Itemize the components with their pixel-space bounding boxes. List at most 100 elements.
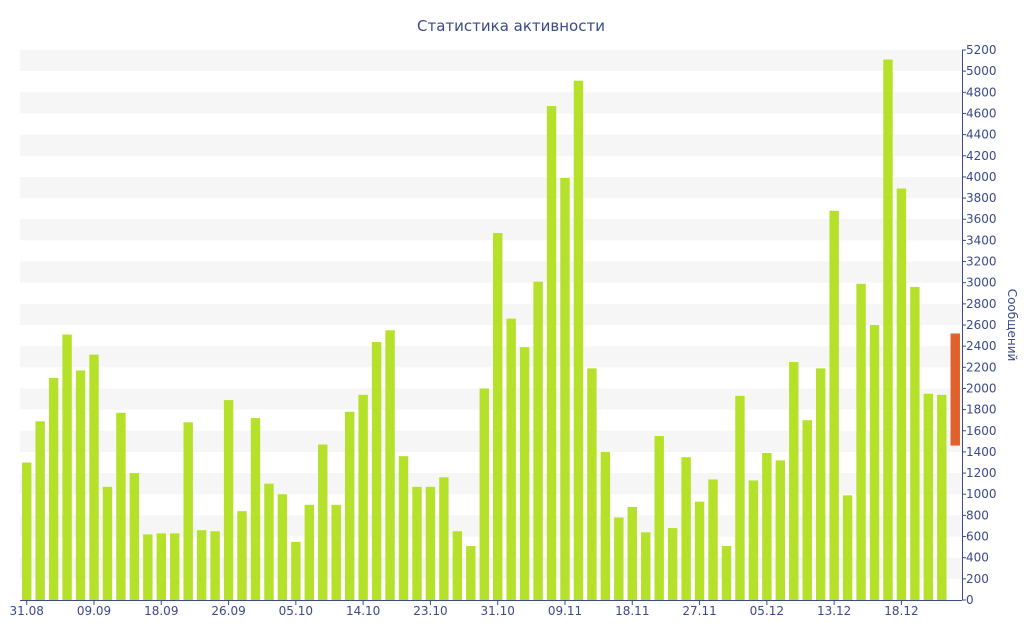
grid-bands xyxy=(20,50,962,579)
bar xyxy=(22,462,32,600)
bar xyxy=(802,420,812,600)
x-tick-label: 09.09 xyxy=(77,604,111,618)
bar xyxy=(277,494,288,600)
bar xyxy=(506,318,516,600)
bar xyxy=(654,436,664,600)
bar xyxy=(62,334,72,600)
bar xyxy=(371,341,382,600)
bar xyxy=(196,530,207,600)
bar xyxy=(815,368,826,600)
bar xyxy=(479,388,489,600)
bar xyxy=(385,330,395,600)
bar xyxy=(641,532,651,600)
x-tick-label: 18.11 xyxy=(615,604,649,618)
x-tick-label: 27.11 xyxy=(682,604,716,618)
bar xyxy=(318,444,328,600)
bar xyxy=(183,422,193,600)
bar xyxy=(129,473,140,600)
bar xyxy=(721,546,732,600)
y-tick-label: 4000 xyxy=(966,170,997,184)
x-tick-label: 05.12 xyxy=(750,604,784,618)
y-tick-label: 2200 xyxy=(966,360,997,374)
bar xyxy=(627,506,637,600)
y-tick-label: 3000 xyxy=(966,276,997,290)
bar xyxy=(493,232,503,600)
bar xyxy=(573,80,584,600)
bar xyxy=(466,546,476,600)
bar xyxy=(170,533,180,600)
x-tick-label: 18.12 xyxy=(884,604,918,618)
bar xyxy=(35,421,45,600)
bar xyxy=(896,188,907,601)
bar xyxy=(937,394,947,600)
bar xyxy=(910,286,920,600)
bar xyxy=(775,460,786,600)
bar xyxy=(223,400,234,600)
bar xyxy=(829,210,839,600)
bar xyxy=(425,486,436,600)
bars xyxy=(22,59,947,601)
y-tick-label: 1400 xyxy=(966,445,997,459)
bar xyxy=(237,511,247,600)
x-tick-label: 26.09 xyxy=(211,604,245,618)
bar xyxy=(748,480,759,600)
y-tick-label: 3400 xyxy=(966,233,997,247)
y-tick-label: 1800 xyxy=(966,403,997,417)
bar xyxy=(519,347,530,600)
bar xyxy=(789,362,799,600)
y-tick-label: 400 xyxy=(966,551,989,565)
bar xyxy=(250,418,261,600)
y-tick-label: 4600 xyxy=(966,106,997,120)
bar xyxy=(412,486,422,600)
x-tick-label: 23.10 xyxy=(413,604,447,618)
bar xyxy=(143,534,153,600)
bar xyxy=(856,283,866,600)
y-tick-label: 0 xyxy=(966,593,974,607)
bar xyxy=(533,281,543,600)
bar xyxy=(116,412,126,600)
bar xyxy=(923,393,934,600)
y-tick-label: 4200 xyxy=(966,149,997,163)
bar xyxy=(587,368,597,600)
y-axis-label: Сообщений xyxy=(1005,289,1019,362)
x-tick-label: 13.12 xyxy=(817,604,851,618)
bar xyxy=(398,456,409,600)
bar xyxy=(102,486,113,600)
y-tick-label: 1600 xyxy=(966,424,997,438)
bar xyxy=(694,501,705,600)
x-tick-label: 09.11 xyxy=(548,604,582,618)
chart-title: Статистика активности xyxy=(417,17,605,35)
grid-band xyxy=(20,176,962,199)
x-tick-label: 18.09 xyxy=(144,604,178,618)
x-tick-label: 14.10 xyxy=(346,604,380,618)
bar xyxy=(264,483,274,600)
bar xyxy=(600,451,611,600)
bar xyxy=(344,411,355,600)
y-tick-label: 2800 xyxy=(966,297,997,311)
y-tick-label: 4400 xyxy=(966,128,997,142)
x-tick-label: 31.08 xyxy=(10,604,44,618)
x-tick-label: 05.10 xyxy=(279,604,313,618)
y-tick-label: 2400 xyxy=(966,339,997,353)
bar xyxy=(89,354,99,600)
grid-band xyxy=(20,346,962,368)
x-ticks: 31.08 09.09 18.09 26.09 05.10 14.10 23.10 31.10… xyxy=(10,600,919,618)
bar xyxy=(869,325,880,600)
current-range-bar xyxy=(950,333,960,446)
bar xyxy=(75,370,86,600)
y-ticks: 0 200 400 600 800 1000 1200 1400 1600 1800 2000 220… xyxy=(962,43,997,607)
grid-band xyxy=(20,388,962,410)
y-tick-label: 3600 xyxy=(966,212,997,226)
y-tick-label: 3800 xyxy=(966,191,997,205)
y-tick-label: 3200 xyxy=(966,255,997,269)
bar xyxy=(546,106,557,601)
y-tick-label: 2600 xyxy=(966,318,997,332)
bar xyxy=(667,528,678,600)
y-tick-label: 1000 xyxy=(966,487,997,501)
bar xyxy=(614,517,624,600)
grid-band xyxy=(20,303,962,325)
bar xyxy=(560,177,570,600)
grid-band xyxy=(20,261,962,283)
bar xyxy=(708,479,718,600)
